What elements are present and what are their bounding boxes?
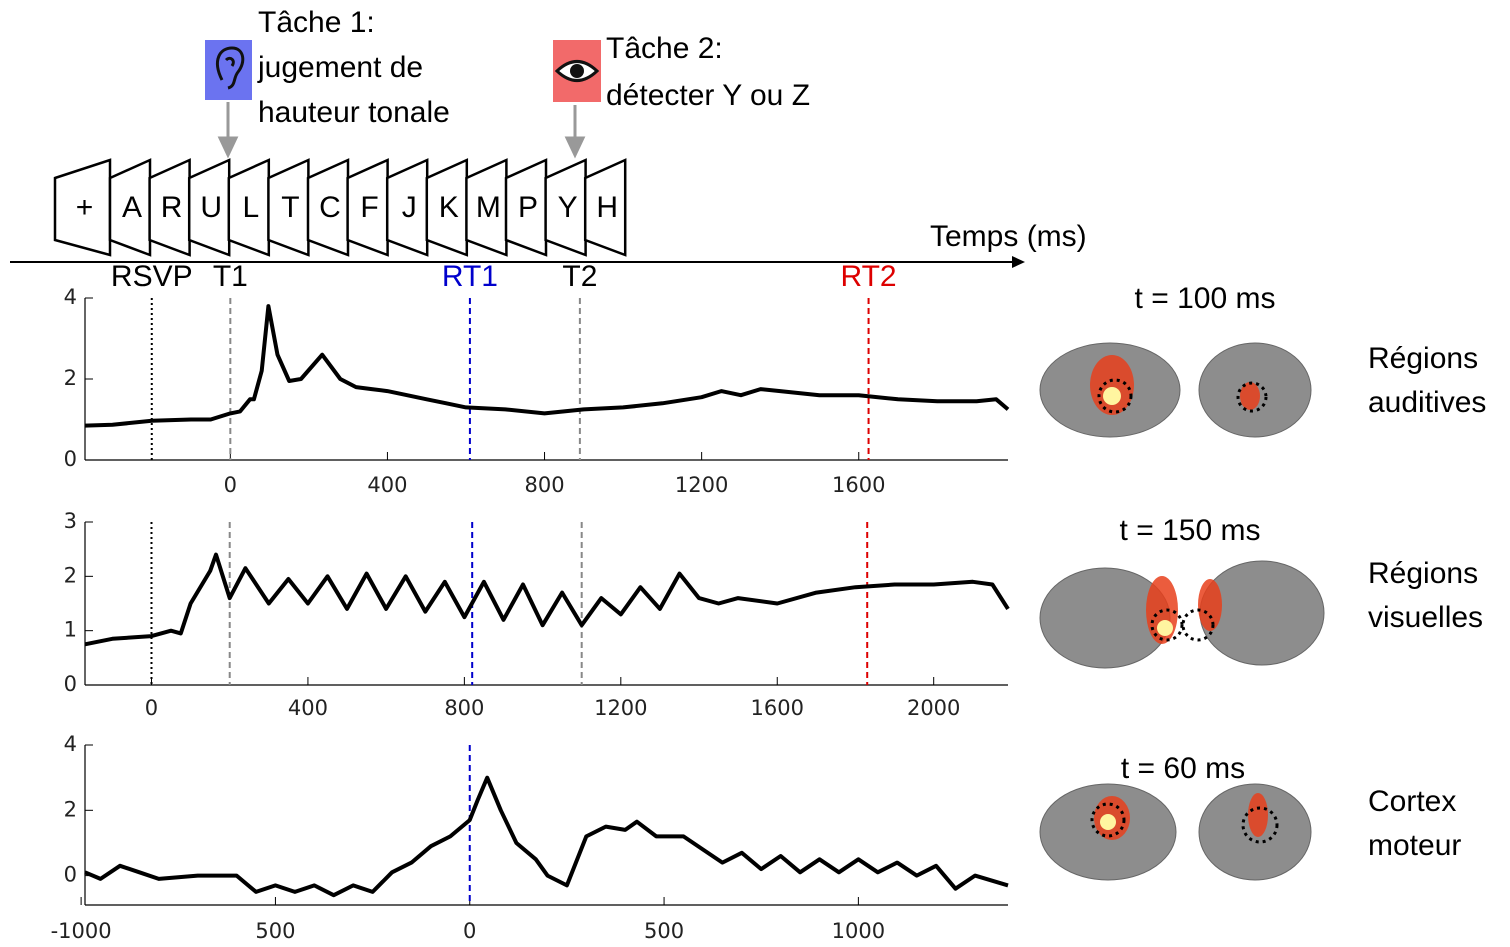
stimulus-card — [583, 158, 627, 257]
stimulus-letter: A — [122, 191, 142, 224]
map-region: Régions — [1368, 557, 1478, 590]
stimulus-letter: C — [319, 191, 341, 224]
x-tick-label: 500 — [644, 919, 684, 943]
stimulus-card — [267, 158, 310, 257]
map-region: visuelles — [1368, 601, 1483, 634]
stimulus-card — [346, 158, 389, 257]
y-tick-label: 3 — [64, 509, 77, 533]
x-tick-label: 1600 — [751, 696, 804, 720]
map-time: t = 150 ms — [1120, 514, 1261, 547]
signal-line — [84, 304, 1010, 428]
event-label: RT2 — [840, 260, 896, 293]
y-tick-label: 4 — [64, 732, 77, 756]
map-time: t = 60 ms — [1121, 752, 1245, 785]
y-tick-label: 0 — [64, 672, 77, 696]
x-tick-label: 0 — [224, 473, 237, 497]
ear-icon — [205, 40, 252, 100]
map-region: Cortex — [1368, 785, 1456, 818]
y-tick-label: 4 — [64, 285, 77, 309]
stimulus-card — [148, 158, 191, 257]
x-tick-label: 0 — [463, 919, 476, 943]
y-tick-label: 0 — [64, 863, 77, 887]
stimulus-card — [425, 158, 469, 257]
brain-maps — [1039, 342, 1325, 881]
event-label: T1 — [213, 260, 248, 293]
event-label: RT1 — [442, 260, 498, 293]
task-line: hauteur tonale — [258, 96, 450, 129]
task-title: Tâche 1: — [258, 6, 375, 39]
stimulus-letter: T — [281, 191, 299, 224]
stimulus-card — [544, 158, 587, 257]
map-time: t = 100 ms — [1135, 282, 1276, 315]
x-tick-label: 400 — [288, 696, 328, 720]
event-label: T2 — [562, 260, 597, 293]
x-tick-label: 1200 — [675, 473, 728, 497]
x-tick-label: 0 — [145, 696, 158, 720]
time-arrow — [1012, 256, 1025, 268]
stimulus-letter: M — [476, 191, 501, 224]
y-tick-label: 2 — [64, 797, 77, 821]
x-tick-label: 1000 — [832, 919, 885, 943]
stimulus-letter: L — [242, 191, 259, 224]
arrows — [217, 102, 586, 159]
x-tick-label: -1000 — [51, 919, 112, 943]
ear-glyph — [216, 46, 245, 90]
stimulus-card — [53, 158, 112, 257]
stimulus-card — [306, 158, 350, 257]
x-tick-label: 800 — [444, 696, 484, 720]
signal-line — [84, 775, 1009, 898]
stimulus-letter: + — [76, 191, 94, 224]
map-region: Régions — [1368, 342, 1478, 375]
task-line: détecter Y ou Z — [606, 79, 810, 112]
x-tick-label: 1200 — [594, 696, 647, 720]
y-tick-label: 2 — [64, 563, 77, 587]
stimulus-letter: K — [439, 191, 459, 224]
stimulus-card — [187, 158, 231, 257]
stimulus-letter: H — [596, 191, 618, 224]
stimulus-letter: P — [518, 191, 538, 224]
y-tick-label: 1 — [64, 618, 77, 642]
x-tick-label: 800 — [524, 473, 564, 497]
stimulus-letter: J — [402, 191, 417, 224]
task-line: jugement de — [257, 51, 423, 84]
y-tick-label: 2 — [64, 366, 77, 390]
stimulus-card — [504, 158, 548, 257]
stimulus-card — [227, 158, 271, 257]
task-title: Tâche 2: — [606, 32, 723, 65]
x-tick-label: 1600 — [832, 473, 885, 497]
x-tick-label: 400 — [367, 473, 407, 497]
stimulus-letter: U — [200, 191, 222, 224]
stimulus-card — [385, 158, 429, 257]
stimulus-letter: F — [360, 191, 378, 224]
time-axis-label: Temps (ms) — [930, 220, 1087, 253]
map-region: auditives — [1368, 386, 1486, 419]
event-label: RSVP — [111, 260, 193, 293]
y-tick-label: 0 — [64, 447, 77, 471]
map-region: moteur — [1368, 829, 1461, 862]
x-tick-label: 500 — [255, 919, 295, 943]
stimulus-letter: Y — [558, 191, 578, 224]
eye-pupil — [570, 64, 584, 78]
stimulus-card — [108, 158, 152, 257]
stimulus-letter: R — [161, 191, 183, 224]
signal-line — [84, 552, 1010, 647]
stimulus-card — [465, 158, 508, 257]
x-tick-label: 2000 — [907, 696, 960, 720]
